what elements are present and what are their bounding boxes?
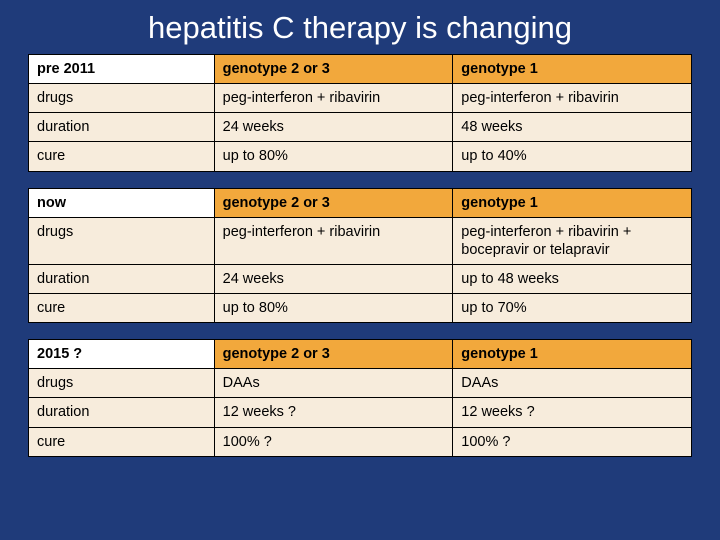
table-header-row: pre 2011 genotype 2 or 3 genotype 1	[29, 55, 692, 84]
table-2015: 2015 ? genotype 2 or 3 genotype 1 drugs …	[28, 339, 692, 457]
row-label: duration	[29, 113, 215, 142]
row-label: duration	[29, 264, 215, 293]
row-label: drugs	[29, 84, 215, 113]
table-row: duration 12 weeks ? 12 weeks ?	[29, 398, 692, 427]
row-label: drugs	[29, 369, 215, 398]
header-cell: now	[29, 188, 215, 217]
table-row: cure 100% ? 100% ?	[29, 427, 692, 456]
table-row: duration 24 weeks 48 weeks	[29, 113, 692, 142]
row-label: cure	[29, 294, 215, 323]
cell: 100% ?	[453, 427, 692, 456]
row-label: duration	[29, 398, 215, 427]
header-cell: genotype 1	[453, 340, 692, 369]
page-title: hepatitis C therapy is changing	[0, 0, 720, 54]
cell: peg-interferon + ribavirin	[453, 84, 692, 113]
row-label: cure	[29, 427, 215, 456]
cell: 24 weeks	[214, 113, 453, 142]
cell: 100% ?	[214, 427, 453, 456]
table-now: now genotype 2 or 3 genotype 1 drugs peg…	[28, 188, 692, 324]
cell: up to 80%	[214, 294, 453, 323]
cell: up to 40%	[453, 142, 692, 171]
table-row: cure up to 80% up to 40%	[29, 142, 692, 171]
cell: 24 weeks	[214, 264, 453, 293]
cell: peg-interferon + ribavirin	[214, 84, 453, 113]
table-header-row: 2015 ? genotype 2 or 3 genotype 1	[29, 340, 692, 369]
cell: up to 80%	[214, 142, 453, 171]
cell: up to 70%	[453, 294, 692, 323]
table-row: drugs DAAs DAAs	[29, 369, 692, 398]
table-row: drugs peg-interferon + ribavirin peg-int…	[29, 217, 692, 264]
cell: peg-interferon + ribavirin	[214, 217, 453, 264]
cell: 12 weeks ?	[214, 398, 453, 427]
table-header-row: now genotype 2 or 3 genotype 1	[29, 188, 692, 217]
table-row: duration 24 weeks up to 48 weeks	[29, 264, 692, 293]
cell: 48 weeks	[453, 113, 692, 142]
header-cell: genotype 2 or 3	[214, 188, 453, 217]
header-cell: genotype 1	[453, 188, 692, 217]
header-cell: 2015 ?	[29, 340, 215, 369]
cell: peg-interferon + ribavirin + bocepravir …	[453, 217, 692, 264]
tables-container: pre 2011 genotype 2 or 3 genotype 1 drug…	[0, 54, 720, 457]
cell: DAAs	[453, 369, 692, 398]
header-cell: genotype 2 or 3	[214, 340, 453, 369]
row-label: drugs	[29, 217, 215, 264]
cell: 12 weeks ?	[453, 398, 692, 427]
row-label: cure	[29, 142, 215, 171]
header-cell: genotype 1	[453, 55, 692, 84]
table-row: cure up to 80% up to 70%	[29, 294, 692, 323]
header-cell: pre 2011	[29, 55, 215, 84]
table-row: drugs peg-interferon + ribavirin peg-int…	[29, 84, 692, 113]
cell: up to 48 weeks	[453, 264, 692, 293]
table-pre2011: pre 2011 genotype 2 or 3 genotype 1 drug…	[28, 54, 692, 172]
cell: DAAs	[214, 369, 453, 398]
header-cell: genotype 2 or 3	[214, 55, 453, 84]
